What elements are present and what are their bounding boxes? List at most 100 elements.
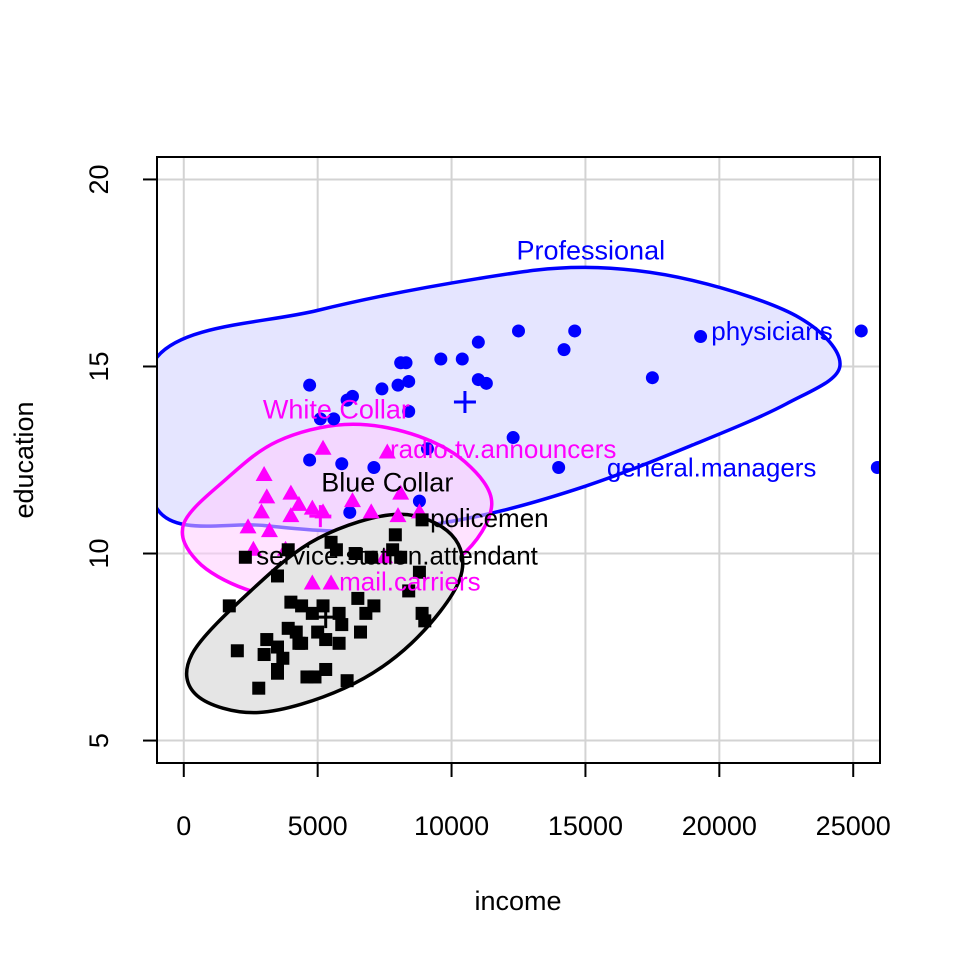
point-blue-collar	[354, 625, 368, 639]
y-tick-label: 20	[84, 164, 114, 194]
point-blue-collar	[295, 599, 309, 613]
point-blue-collar	[281, 543, 295, 557]
point-blue-collar	[402, 584, 416, 598]
point-professional	[402, 374, 416, 388]
point-professional	[303, 378, 317, 392]
point-professional	[512, 324, 525, 338]
point-professional	[479, 376, 493, 390]
point-professional	[557, 343, 571, 357]
point-white-collar	[239, 518, 257, 534]
point-blue-collar	[271, 569, 284, 583]
point-blue-collar	[364, 550, 378, 564]
y-tick-label: 15	[84, 351, 114, 381]
point-white-collar	[258, 488, 276, 504]
point-professional	[694, 330, 708, 344]
point-label-policemen: policemen	[430, 503, 549, 533]
point-professional	[568, 324, 582, 338]
point-professional	[391, 378, 405, 392]
point-blue-collar	[418, 614, 432, 628]
axes: 0 5000 10000 15000 20000 25000 5 10 15 20	[84, 164, 891, 841]
point-blue-collar	[340, 674, 354, 688]
point-blue-collar	[332, 636, 346, 650]
point-blue-collar	[415, 513, 429, 527]
point-blue-collar	[230, 644, 244, 658]
point-blue-collar	[308, 670, 322, 684]
point-blue-collar	[319, 662, 333, 676]
point-blue-collar	[319, 633, 333, 647]
point-blue-collar	[271, 640, 284, 654]
point-blue-collar	[351, 591, 365, 605]
point-blue-collar	[271, 666, 284, 680]
group-label-blue-collar: Blue Collar	[321, 467, 453, 497]
point-professional	[506, 431, 520, 445]
point-blue-collar	[284, 595, 298, 609]
point-blue-collar	[324, 535, 338, 549]
point-professional	[552, 460, 566, 474]
x-tick-label: 25000	[816, 811, 891, 841]
point-white-collar	[376, 548, 394, 564]
point-white-collar	[389, 507, 407, 523]
point-white-collar	[314, 439, 332, 455]
group-label-professional: Professional	[517, 236, 666, 266]
point-white-collar	[290, 495, 308, 511]
point-white-collar	[392, 484, 410, 500]
point-white-collar	[252, 503, 270, 519]
x-tick-label: 5000	[288, 811, 348, 841]
point-professional	[327, 412, 341, 426]
point-blue-collar	[289, 625, 303, 639]
point-professional	[345, 389, 359, 403]
point-white-collar	[362, 503, 380, 519]
point-white-collar	[378, 443, 396, 459]
point-blue-collar	[394, 550, 408, 564]
point-label-radio-tv-announcers: radio.tv.announcers	[390, 434, 616, 464]
point-white-collar	[255, 465, 273, 481]
point-professional	[335, 457, 349, 471]
point-professional	[420, 442, 434, 456]
point-professional	[412, 494, 426, 508]
point-label-service-station-attendant: service.station.attendant	[256, 540, 539, 570]
point-professional	[471, 335, 485, 349]
point-blue-collar	[276, 651, 290, 665]
point-blue-collar	[412, 565, 426, 579]
centroid-white-collar	[309, 505, 332, 528]
point-white-collar	[303, 499, 321, 515]
data-points	[222, 324, 880, 695]
point-blue-collar	[222, 599, 236, 613]
point-blue-collar	[260, 633, 274, 647]
y-tick-label: 5	[84, 733, 114, 748]
centroids	[309, 391, 476, 629]
point-white-collar	[282, 484, 300, 500]
point-professional	[375, 382, 389, 396]
point-label-mail-carriers: mail.carriers	[339, 567, 481, 597]
x-axis-title: income	[474, 886, 561, 916]
point-label-physicians: physicians	[711, 316, 832, 346]
point-blue-collar	[388, 528, 402, 542]
group-label-white-collar: White Collar	[263, 395, 410, 425]
centroid-blue-collar	[314, 606, 337, 629]
point-label-general-managers: general.managers	[607, 452, 817, 482]
point-white-collar	[282, 507, 300, 523]
point-professional	[343, 505, 357, 519]
point-professional	[303, 453, 317, 467]
point-white-collar	[322, 574, 340, 590]
point-white-collar	[303, 574, 321, 590]
point-professional	[870, 460, 880, 474]
point-blue-collar	[257, 648, 271, 662]
point-professional	[313, 412, 327, 426]
point-white-collar	[260, 522, 278, 538]
point-professional	[854, 324, 868, 338]
x-tick-label: 15000	[548, 811, 623, 841]
point-blue-collar	[238, 550, 252, 564]
point-blue-collar	[292, 636, 306, 650]
x-tick-label: 0	[176, 811, 191, 841]
point-professional	[434, 352, 448, 366]
point-professional	[367, 460, 381, 474]
y-axis-title: education	[9, 401, 39, 518]
point-blue-collar	[252, 681, 266, 695]
x-tick-label: 20000	[682, 811, 757, 841]
point-professional	[399, 356, 413, 370]
point-professional	[402, 404, 416, 418]
x-tick-label: 10000	[414, 811, 489, 841]
point-professional	[645, 371, 659, 385]
